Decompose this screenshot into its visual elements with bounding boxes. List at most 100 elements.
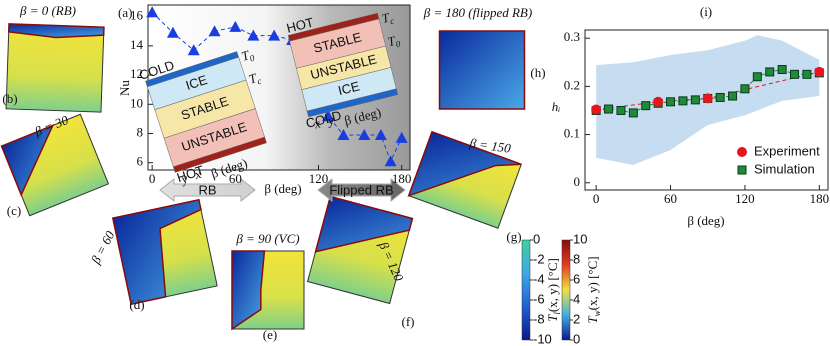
data-point <box>728 91 738 101</box>
colorbar-label-sub: l <box>552 312 562 315</box>
schematic-temperature-main: T <box>386 33 397 49</box>
colorbar-tick-label: 2 <box>573 311 580 326</box>
x-tick-label: 0 <box>593 191 600 206</box>
y-tick-label: 16 <box>130 8 144 23</box>
schematic-layer-label: HOT <box>285 15 315 36</box>
schematic-temperature: Tc <box>380 9 395 28</box>
arrow-label: RB <box>198 182 216 197</box>
data-point <box>790 69 800 79</box>
colorbar-label: Tw(x, y) [°C] <box>585 256 602 323</box>
chart-title: (i) <box>700 4 712 19</box>
snapshot-ice <box>7 23 105 39</box>
snapshot-ice <box>314 195 414 253</box>
colorbar-tick-label: 8 <box>573 251 580 266</box>
y-tick-label: 6 <box>137 154 144 169</box>
snapshot-ice <box>407 130 522 197</box>
schematic-layer-label: ICE <box>336 78 361 98</box>
schematic-layer <box>173 136 267 173</box>
data-point <box>666 97 676 107</box>
colorbar-label-sub: w <box>592 310 602 316</box>
x-tick-label: 60 <box>664 191 677 206</box>
colorbar-tick-label: 4 <box>573 291 580 306</box>
data-point <box>322 109 335 121</box>
x-tick-label: 120 <box>735 191 755 206</box>
legend-marker <box>737 165 747 175</box>
schematic-layer <box>306 88 399 118</box>
data-point <box>752 72 762 82</box>
snapshot-title: β = 0 (RB) <box>19 3 76 18</box>
snapshot-ice <box>111 198 202 306</box>
data-point <box>395 131 408 143</box>
colorbar-label-main: T <box>585 316 600 324</box>
data-point <box>765 67 775 77</box>
colorbar-label-rest: (x, y) [°C] <box>545 258 560 312</box>
data-point <box>268 29 281 41</box>
colorbar-tick-label: -10 <box>533 331 552 346</box>
data-point <box>247 29 260 41</box>
data-point <box>653 96 664 107</box>
snapshot-label: (b) <box>2 91 17 106</box>
legend-label: Simulation <box>754 161 815 176</box>
schematic-layer-label: ICE <box>184 72 210 93</box>
data-point <box>740 84 750 94</box>
data-point <box>678 96 688 106</box>
y-axis-label: hᵢ <box>552 99 561 114</box>
schematic-temperature-sub: c <box>256 76 263 87</box>
x-axis-label: β (deg) <box>264 181 301 196</box>
snapshot <box>438 30 526 110</box>
data-point <box>715 92 725 102</box>
colorbar <box>561 239 571 341</box>
snapshot-title: β = 60 <box>87 228 117 267</box>
data-point <box>690 95 700 105</box>
x-tick-label: 120 <box>309 171 329 186</box>
x-tick-label: 180 <box>392 171 412 186</box>
snapshot <box>407 130 522 229</box>
colorbar-tick-label: 0 <box>573 331 580 346</box>
schematic-axis: y <box>324 112 335 128</box>
snapshot <box>111 198 218 306</box>
schematic-temperature-sub: 0 <box>248 53 256 64</box>
snapshot <box>306 195 414 305</box>
colorbar-tick-label: 10 <box>573 231 587 246</box>
schematic-axis: x <box>192 166 203 182</box>
data-point <box>374 128 387 140</box>
data-point <box>777 65 787 75</box>
data-point <box>229 20 242 32</box>
snapshot-label: (e) <box>263 327 277 342</box>
snapshot-label: (f) <box>402 314 415 329</box>
y-tick-label: 0.2 <box>564 77 580 92</box>
data-point <box>146 6 159 18</box>
colorbar-tick-label: -4 <box>533 271 545 286</box>
y-tick-label: 0 <box>574 174 581 189</box>
colorbar-tick-label: 0 <box>533 231 540 246</box>
colorbar-tick-label: -8 <box>533 311 545 326</box>
x-tick-label: 180 <box>810 191 830 206</box>
data-point <box>208 25 221 37</box>
data-point <box>591 104 602 115</box>
direction-arrow <box>159 177 256 203</box>
arrow-label: Flipped RB <box>329 182 393 197</box>
schematic-axis: x <box>312 115 322 131</box>
panel-label: (a) <box>118 5 132 20</box>
data-point <box>604 104 614 114</box>
data-point <box>358 128 371 140</box>
snapshot <box>0 113 110 217</box>
colorbar <box>521 239 531 341</box>
y-tick-label: 0.1 <box>564 126 580 141</box>
schematic-temperature-main: T <box>380 9 391 25</box>
legend-label: Experiment <box>754 143 820 158</box>
snapshot-ice <box>231 250 266 331</box>
data-point <box>641 101 651 111</box>
snapshot-label: (d) <box>129 297 144 312</box>
colorbar-label: Tl(x, y) [°C] <box>545 258 562 322</box>
data-point <box>628 108 638 118</box>
data-point <box>187 44 200 56</box>
schematic-temperature: T0 <box>386 32 402 52</box>
snapshot-label: (h) <box>530 65 545 80</box>
x-tick-label: 60 <box>229 171 242 186</box>
data-point <box>702 93 713 104</box>
snapshot-label: (g) <box>506 229 521 244</box>
